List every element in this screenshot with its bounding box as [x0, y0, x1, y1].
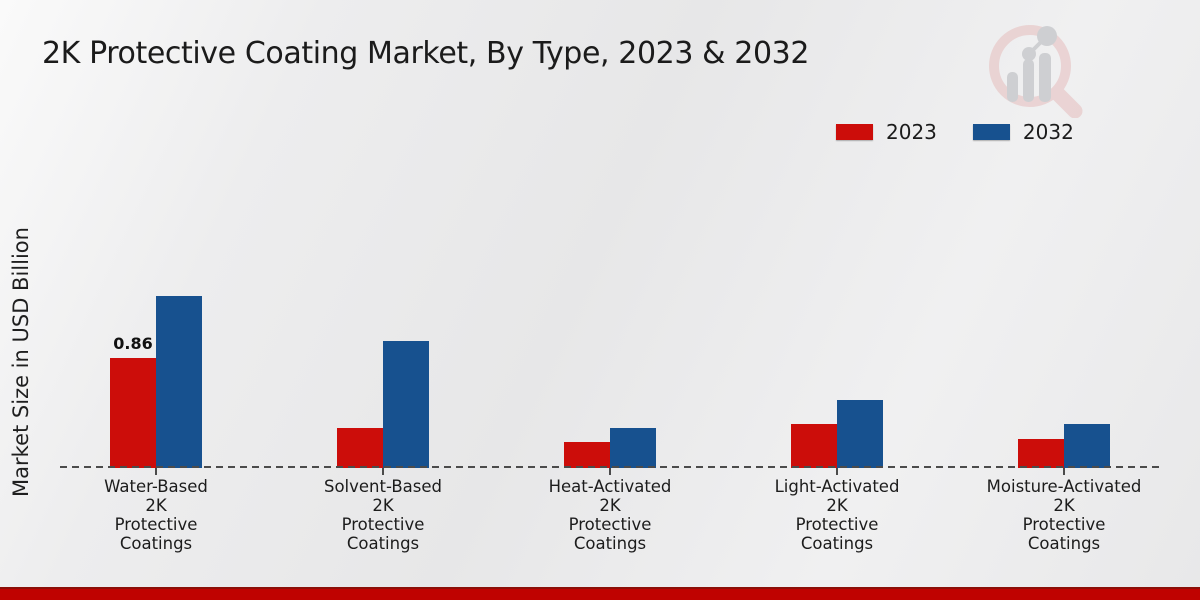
bar-2023-2	[337, 428, 383, 468]
bar-2032-1	[156, 296, 202, 468]
axis-tick	[155, 468, 157, 475]
legend-label-2023: 2023	[886, 120, 937, 144]
category-label-2: Solvent-Based 2K Protective Coatings	[323, 477, 443, 553]
bar-2023-4	[791, 424, 837, 468]
category-label-5: Moisture-Activated 2K Protective Coatings	[986, 477, 1142, 553]
magnifier-bar-chart-logo-icon	[982, 18, 1092, 122]
legend-swatch-2032	[972, 124, 1010, 140]
legend: 2023 2032	[836, 120, 1074, 144]
bar-2032-3	[610, 428, 656, 468]
axis-tick	[1063, 468, 1065, 475]
axis-tick	[382, 468, 384, 475]
axis-tick	[836, 468, 838, 475]
bar-2032-2	[383, 341, 429, 468]
legend-item-2032: 2032	[972, 120, 1074, 144]
x-axis-baseline	[60, 466, 1162, 468]
bar-2032-5	[1064, 424, 1110, 468]
footer-accent-bar	[0, 587, 1200, 600]
axis-tick	[609, 468, 611, 475]
legend-item-2023: 2023	[836, 120, 937, 144]
bar-value-label: 0.86	[113, 334, 153, 353]
bar-2023-5	[1018, 439, 1064, 468]
bar-2032-4	[837, 400, 883, 468]
legend-label-2032: 2032	[1022, 120, 1074, 144]
chart-title: 2K Protective Coating Market, By Type, 2…	[42, 36, 810, 71]
legend-swatch-2023	[836, 124, 873, 140]
bar-2023-1	[110, 358, 156, 468]
category-label-4: Light-Activated 2K Protective Coatings	[774, 477, 900, 553]
category-label-3: Heat-Activated 2K Protective Coatings	[548, 477, 672, 553]
category-label-1: Water-Based 2K Protective Coatings	[104, 477, 208, 553]
bar-2023-3	[564, 442, 610, 468]
